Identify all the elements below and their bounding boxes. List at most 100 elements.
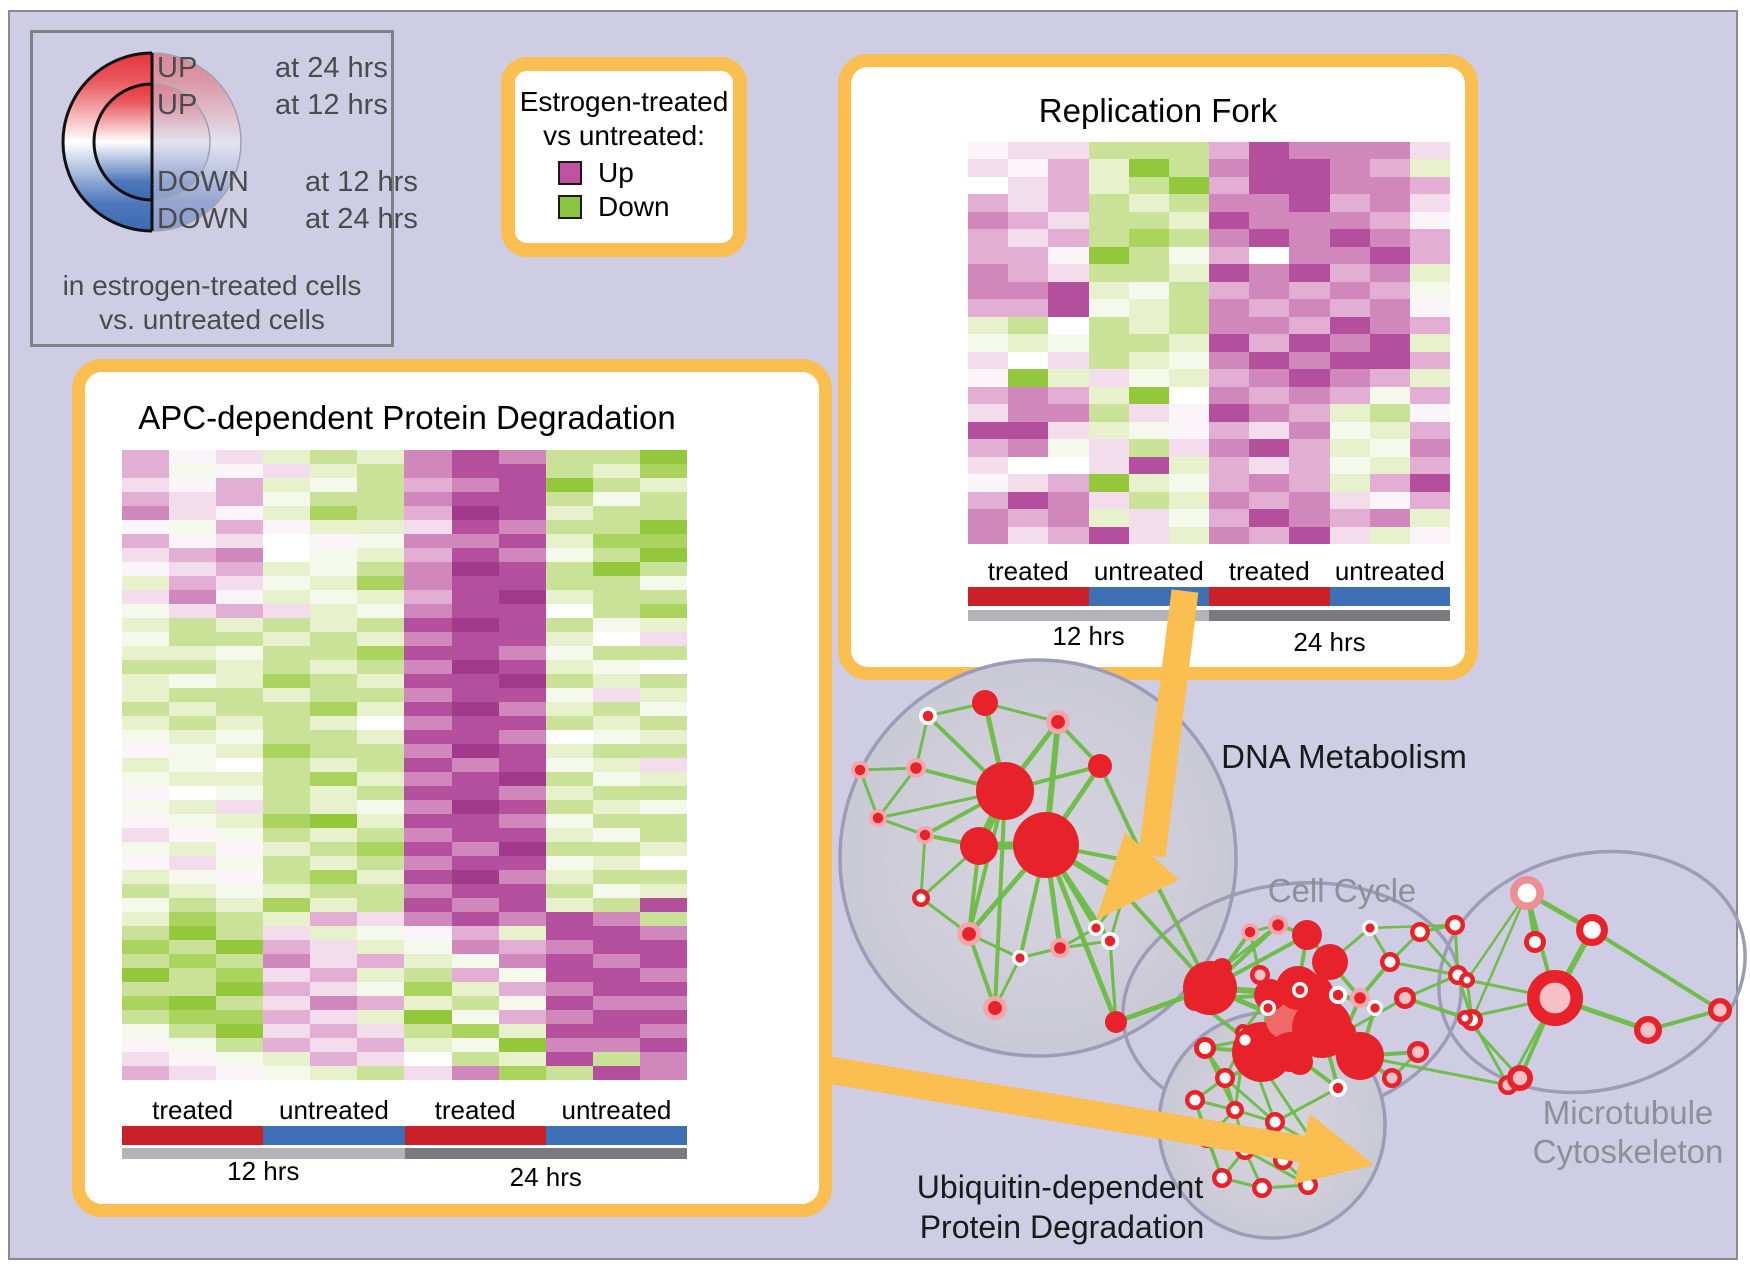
heatmap-cell (1209, 509, 1250, 527)
heatmap-cell (639, 1024, 687, 1038)
heatmap-cell (1249, 509, 1290, 527)
heatmap-cell (592, 450, 640, 464)
heatmap-cell (122, 646, 170, 660)
heatmap-cell (310, 590, 358, 604)
heatmap-cell (1209, 404, 1250, 422)
heatmap-cell (639, 506, 687, 520)
heatmap-cell (498, 632, 546, 646)
heatmap-cell (404, 870, 452, 884)
heatmap-cell (545, 940, 593, 954)
heatmap-cell (1008, 334, 1049, 352)
heatmap-cell (1168, 159, 1209, 177)
heatmap-cell (1409, 526, 1450, 544)
heatmap-cell (122, 996, 170, 1010)
updown-dir-1: UP (157, 89, 198, 121)
heatmap-cell (1289, 526, 1330, 544)
heatmap-cell (1289, 334, 1330, 352)
heatmap-cell (639, 618, 687, 632)
heatmap-cell (592, 1066, 640, 1080)
heatmap-cell (1209, 281, 1250, 300)
heatmap-cell (1128, 491, 1169, 510)
heatmap-cell (1369, 334, 1410, 352)
heatmap-cell (545, 604, 593, 618)
heatmap-cell (310, 898, 358, 912)
heatmap-cell (1168, 211, 1209, 230)
heatmap-cell (404, 702, 452, 716)
heatmap-cell (1249, 194, 1290, 212)
heatmap-cell (451, 674, 499, 688)
heatmap-cell (122, 800, 170, 814)
heatmap-cell (1048, 351, 1089, 370)
down-color-swatch (558, 195, 582, 219)
heatmap-cell (451, 996, 499, 1010)
heatmap-cell (545, 814, 593, 828)
heatmap-cell (122, 702, 170, 716)
heatmap-cell (357, 520, 405, 534)
heatmap-cell (1088, 491, 1129, 510)
heatmap-cell (639, 450, 687, 464)
heatmap-cell (1209, 264, 1250, 282)
heatmap-cell (357, 492, 405, 506)
heatmap-cell (1209, 334, 1250, 352)
heatmap-cell (1329, 439, 1370, 457)
heatmap-cell (169, 856, 217, 870)
heatmap-cell (310, 464, 358, 478)
heatmap-cell (639, 562, 687, 576)
heatmap-cell (545, 968, 593, 982)
heatmap-cell (169, 674, 217, 688)
heatmap-cell (263, 912, 311, 926)
heatmap-cell (263, 604, 311, 618)
heatmap-cell (122, 954, 170, 968)
heatmap-cell (1168, 491, 1209, 510)
heatmap-cell (216, 744, 264, 758)
heatmap-cell (545, 898, 593, 912)
heatmap-cell (1048, 229, 1089, 247)
heatmap-cell (592, 842, 640, 856)
heatmap-cell (357, 744, 405, 758)
heatmap-cell (1088, 334, 1129, 352)
heatmap-cell (1088, 474, 1129, 492)
heatmap-cell (1048, 159, 1089, 177)
heatmap-cell (357, 576, 405, 590)
heatmap-cell (1369, 211, 1410, 230)
heatmap-cell (1249, 299, 1290, 317)
heatmap-cell (216, 758, 264, 772)
heatmap-cell (545, 912, 593, 926)
heatmap-cell (1209, 246, 1250, 265)
heatmap-cell (357, 702, 405, 716)
color-legend-title-line2: vs untreated: (543, 120, 705, 151)
heatmap-cell (1409, 264, 1450, 282)
heatmap-cell (1008, 351, 1049, 370)
heatmap-cell (310, 492, 358, 506)
heatmap-cell (1008, 526, 1049, 544)
heatmap-cell (592, 772, 640, 786)
heatmap-cell (498, 898, 546, 912)
heatmap-cell (1088, 369, 1129, 387)
heatmap-cell (404, 534, 452, 548)
heatmap-cell (1369, 491, 1410, 510)
heatmap-cell (122, 1010, 170, 1024)
updown-dir-0: UP (157, 52, 198, 84)
heatmap-cell (1088, 456, 1129, 475)
heatmap-cell (1369, 159, 1410, 177)
apc-group-label-0: treated (152, 1095, 234, 1125)
heatmap-cell (1008, 439, 1049, 457)
heatmap-cell (545, 534, 593, 548)
heatmap-cell (592, 940, 640, 954)
heatmap-cell (216, 520, 264, 534)
heatmap-cell (1249, 316, 1290, 335)
heatmap-cell (263, 646, 311, 660)
heatmap-cell (1409, 176, 1450, 195)
heatmap-cell (498, 1052, 546, 1066)
heatmap-cell (1128, 526, 1169, 544)
rf-treated-bar-12h (968, 587, 1089, 606)
heatmap-cell (357, 730, 405, 744)
heatmap-cell (498, 464, 546, 478)
heatmap-cell (592, 604, 640, 618)
heatmap-cell (639, 604, 687, 618)
rf-12h-bar (968, 610, 1209, 621)
heatmap-cell (357, 450, 405, 464)
heatmap-cell (122, 884, 170, 898)
heatmap-cell (404, 506, 452, 520)
heatmap-cell (404, 856, 452, 870)
